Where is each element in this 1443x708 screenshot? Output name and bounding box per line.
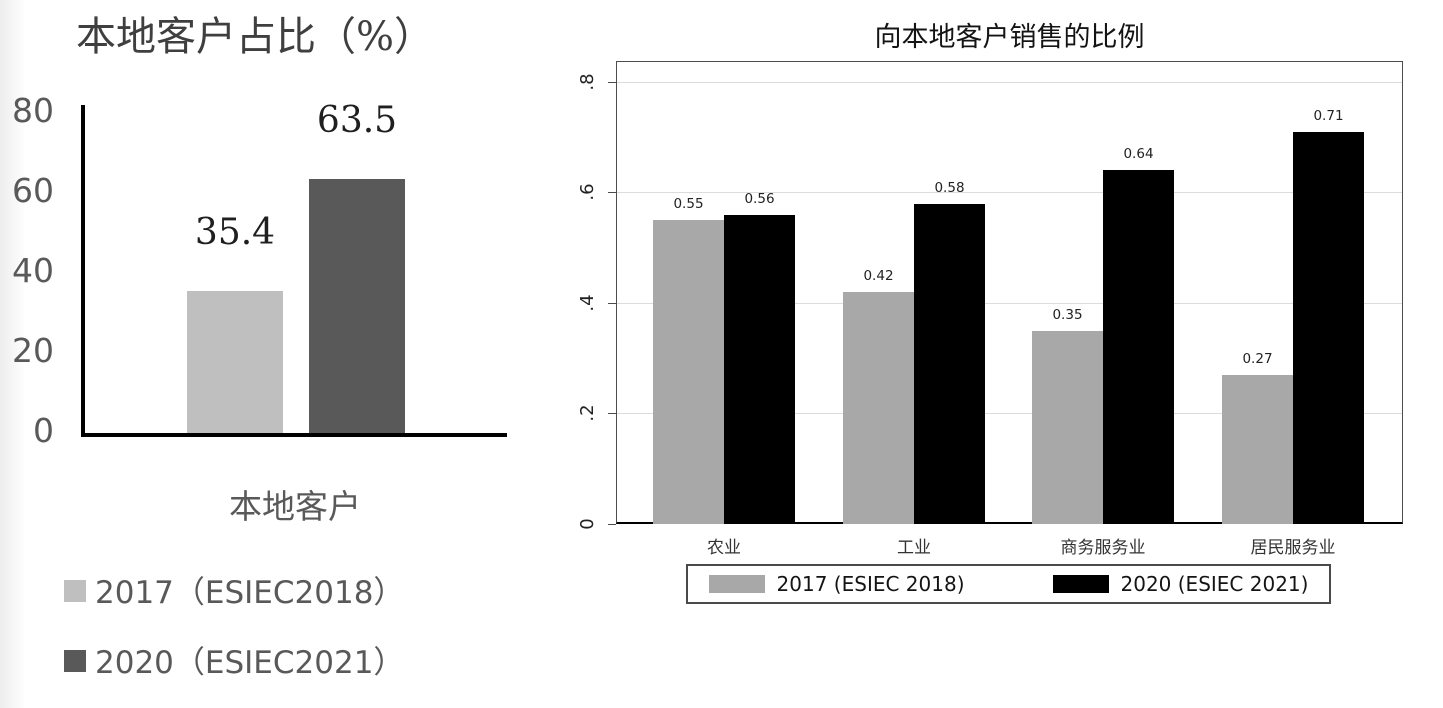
left-bar-2020 xyxy=(309,179,405,433)
left-edge-fade xyxy=(0,0,26,708)
y-tick-mark xyxy=(608,303,616,304)
left-bar-2017 xyxy=(187,291,283,433)
left-y-axis-line xyxy=(81,105,85,437)
legend-swatch-icon xyxy=(64,580,86,602)
bar-value-label: 0.35 xyxy=(1052,307,1083,323)
category-label: 商务服务业 xyxy=(1060,538,1146,558)
y-tick-mark xyxy=(608,524,616,525)
left-y-tick-label: 20 xyxy=(12,331,54,370)
category-label: 农业 xyxy=(707,538,741,558)
y-tick-mark xyxy=(608,413,616,414)
category-label: 工业 xyxy=(897,538,931,558)
gridline xyxy=(617,82,1402,83)
y-tick-label: .8 xyxy=(577,73,598,91)
left-y-tick-label: 60 xyxy=(12,171,54,210)
category-label: 居民服务业 xyxy=(1250,538,1336,558)
bar-2020 xyxy=(1293,132,1364,524)
left-chart-legend: 2017（ESIEC2018） 2020（ESIEC2021） xyxy=(64,566,404,682)
legend-swatch-icon xyxy=(64,650,86,672)
bar-2020 xyxy=(724,215,795,524)
legend-swatch-icon xyxy=(1052,575,1109,593)
gridline xyxy=(617,413,1402,414)
left-y-tick-label: 80 xyxy=(12,91,54,130)
left-y-tick-label: 40 xyxy=(12,251,54,290)
bar-value-label: 0.64 xyxy=(1123,146,1154,162)
bar-2017 xyxy=(1032,331,1103,524)
left-y-tick-label: 0 xyxy=(33,411,54,450)
right-legend-item: 2017 (ESIEC 2018) xyxy=(708,572,965,596)
left-chart-title: 本地客户占比（%） xyxy=(75,14,434,60)
gridline xyxy=(617,192,1402,193)
y-tick-label: .4 xyxy=(577,294,598,312)
left-bar-value-label: 63.5 xyxy=(316,100,398,141)
legend-label: 2020 (ESIEC 2021) xyxy=(1120,572,1309,596)
legend-label: 2017（ESIEC2018） xyxy=(95,574,405,611)
legend-swatch-icon xyxy=(708,575,765,593)
right-legend-item: 2020 (ESIEC 2021) xyxy=(1052,572,1309,596)
gridline xyxy=(617,303,1402,304)
legend-label: 2020（ESIEC2021） xyxy=(95,644,405,681)
left-bar-value-label: 35.4 xyxy=(194,212,276,253)
left-legend-item: 2017（ESIEC2018） xyxy=(64,566,404,612)
bar-value-label: 0.71 xyxy=(1313,108,1344,124)
right-chart-title: 向本地客户销售的比例 xyxy=(874,22,1145,53)
y-tick-label: .2 xyxy=(577,404,598,422)
legend-label: 2017 (ESIEC 2018) xyxy=(776,572,965,596)
y-tick-label: .6 xyxy=(577,183,598,201)
bar-value-label: 0.27 xyxy=(1242,351,1273,367)
bar-value-label: 0.42 xyxy=(863,268,894,284)
y-tick-label: 0 xyxy=(577,518,598,530)
bar-2017 xyxy=(1222,375,1293,524)
y-tick-mark xyxy=(608,82,616,83)
bar-value-label: 0.58 xyxy=(934,180,965,196)
left-chart-xlabel: 本地客户 xyxy=(229,487,361,526)
bar-2020 xyxy=(914,204,985,524)
right-chart-legend: 2017 (ESIEC 2018) 2020 (ESIEC 2021) xyxy=(686,564,1331,604)
bar-value-label: 0.55 xyxy=(673,196,704,212)
bar-value-label: 0.56 xyxy=(744,191,775,207)
bar-2020 xyxy=(1103,170,1174,524)
bar-2017 xyxy=(843,292,914,524)
plot-border xyxy=(616,61,1403,524)
left-legend-item: 2020（ESIEC2021） xyxy=(64,636,404,682)
bar-2017 xyxy=(653,220,724,524)
y-tick-mark xyxy=(608,192,616,193)
left-x-axis-line xyxy=(81,433,507,437)
